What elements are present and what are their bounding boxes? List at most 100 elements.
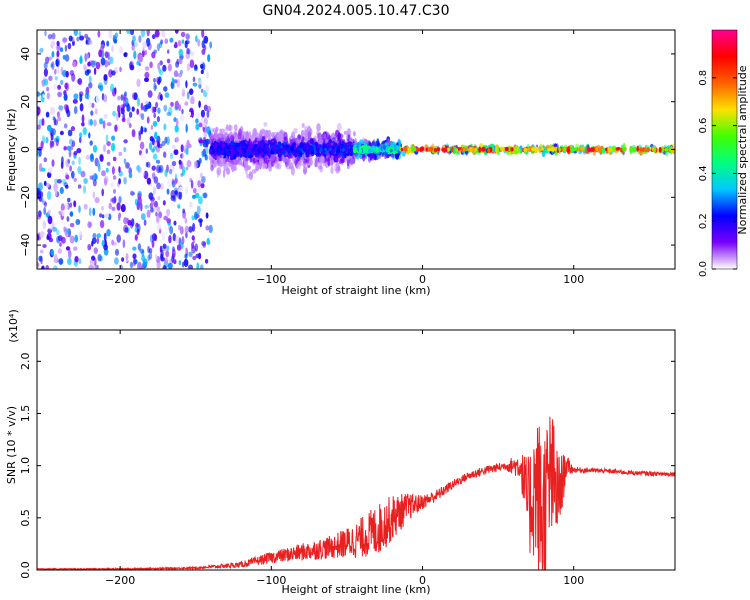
heatmap-cell [157,196,161,201]
heatmap-cell [252,150,256,156]
heatmap-cell [79,132,83,138]
heatmap-cell [189,201,193,208]
heatmap-cell [160,39,164,45]
x-tick-label: 100 [563,574,584,587]
heatmap-cell [336,145,341,150]
heatmap-cell [186,160,192,168]
heatmap-cell [80,170,86,178]
heatmap-cell [346,128,351,138]
heatmap-cell [140,102,144,111]
heatmap-cell [37,106,41,116]
heatmap-cell [227,124,232,132]
heatmap-cell [197,180,201,188]
heatmap-cell [173,70,179,78]
heatmap-cell [281,146,285,153]
heatmap-cell [171,160,177,167]
heatmap-cell [175,136,180,143]
heatmap-cell [84,33,89,39]
heatmap-cell [77,78,83,85]
heatmap-cell [63,93,68,102]
heatmap-cell [111,44,114,53]
heatmap-cell [240,135,246,141]
heatmap-cell [185,80,188,89]
heatmap-cell [140,265,144,269]
heatmap-cell [164,169,168,177]
heatmap-cell [248,171,254,180]
heatmap-cell [78,258,82,265]
heatmap-cell [174,30,179,34]
heatmap-cell [358,149,363,154]
heatmap-cell [291,138,297,143]
heatmap-cell [204,155,208,161]
heatmap-cell [78,205,81,214]
heatmap-cell [201,150,205,158]
snr-x-axis-label: Height of straight line (km) [281,583,430,596]
heatmap-cell [184,101,189,106]
heatmap-cell [167,49,170,54]
heatmap-cell [400,147,404,152]
heatmap-cell [58,106,64,112]
heatmap-cell [51,128,56,136]
heatmap-cell [152,146,157,151]
heatmap-cell [38,255,43,262]
heatmap-cell [59,242,62,247]
heatmap-cell [166,188,170,195]
heatmap-cell [67,129,73,137]
heatmap-cell [175,61,180,68]
heatmap-cell [316,147,320,152]
heatmap-cell [563,146,567,153]
heatmap-cell [79,136,82,144]
heatmap-cell [198,196,203,205]
heatmap-cell [175,190,178,197]
heatmap-cell [304,126,308,132]
heatmap-cell [137,261,142,269]
heatmap-cell [69,222,75,228]
heatmap-cell [106,161,111,166]
heatmap-cell [283,156,288,164]
heatmap-cell [77,166,82,175]
heatmap-cell [254,146,258,153]
heatmap-cell [163,123,167,131]
heatmap-cell [166,218,172,224]
heatmap-cell [79,35,85,41]
heatmap-cell [160,250,164,258]
heatmap-cell [185,147,189,156]
heatmap-cell [206,105,211,113]
heatmap-cell [145,148,148,154]
heatmap-cell [65,174,70,180]
heatmap-cell [56,111,60,118]
heatmap-cell [117,104,121,114]
heatmap-cell [106,229,111,237]
heatmap-cell [527,147,530,151]
heatmap-cell [237,158,243,166]
heatmap-cell [286,146,290,153]
heatmap-cell [260,151,264,157]
heatmap-cell [185,123,188,133]
heatmap-cell [500,146,505,152]
heatmap-cell [120,264,123,269]
heatmap-cell [166,111,172,117]
heatmap-cell [181,39,185,44]
heatmap-cell [330,155,334,162]
heatmap-cell [161,140,166,147]
heatmap-cell [219,158,225,163]
heatmap-cell [67,257,72,266]
heatmap-cell [85,154,91,160]
heatmap-cell [56,179,62,184]
heatmap-cell [587,147,592,152]
heatmap-cell [358,146,362,150]
heatmap-cell [88,39,93,45]
heatmap-cell [201,176,206,183]
heatmap-cell [301,123,305,128]
heatmap-cell [159,60,163,66]
heatmap-cell [277,153,282,158]
heatmap-cell [174,106,179,111]
heatmap-cell [210,151,214,155]
heatmap-cell [49,106,55,116]
heatmap-cell [132,253,137,259]
heatmap-cell [224,133,228,141]
heatmap-cell [297,147,302,151]
heatmap-cell [578,150,582,155]
heatmap-cell [59,130,64,136]
